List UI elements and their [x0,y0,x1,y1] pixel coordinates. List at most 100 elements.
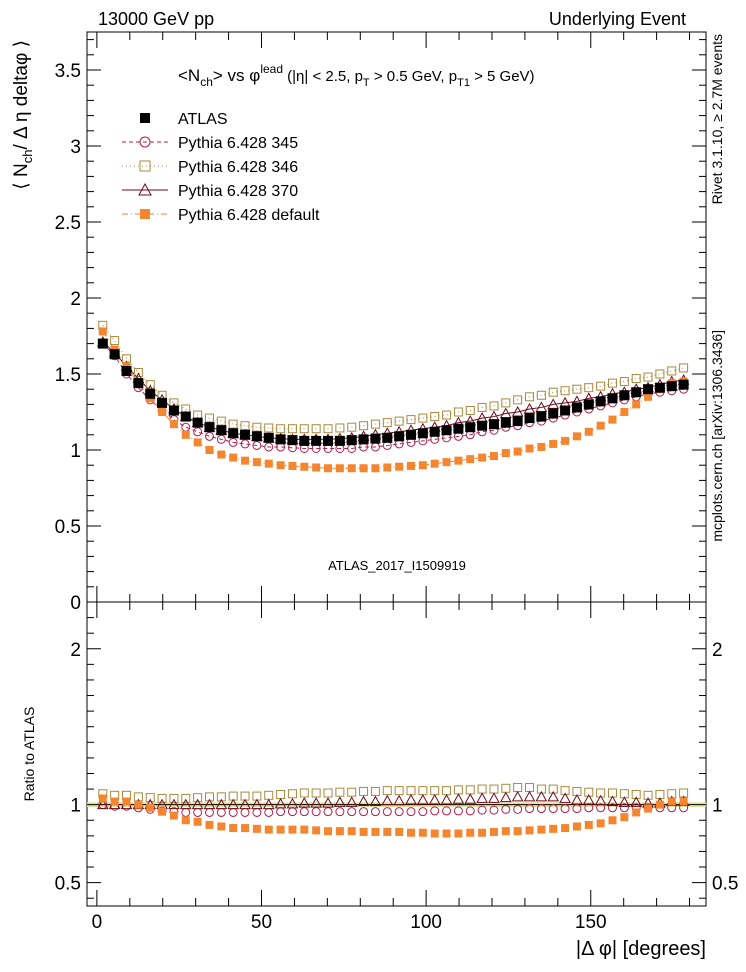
ratio-point-s1 [370,786,380,796]
main-point-s2 [525,392,535,402]
main-point-s2 [276,424,286,434]
ratio-point-s3 [110,797,119,806]
ratio-point-s0 [501,804,511,814]
main-point-s2 [607,378,617,388]
main-point-s2 [453,407,463,417]
main-point-s1 [240,439,250,449]
ratio-point-s2 [381,794,394,806]
main-point-s4 [632,400,641,409]
main-point-s0 [619,390,630,401]
ratio-point-s3 [466,828,475,837]
main-point-s4 [418,461,427,470]
main-point-s0 [441,425,452,436]
main-y-tick-label: 1.5 [55,365,81,386]
main-point-s0 [631,387,642,398]
ratio-point-s1 [453,785,463,795]
main-point-s0 [263,432,274,443]
main-point-s1 [181,422,191,432]
ratio-point-s2 [168,798,180,810]
ratio-point-s0 [299,807,309,817]
x-tick-label: 50 [251,912,272,933]
main-point-s0 [334,435,345,446]
main-point-s1 [216,434,226,444]
ratio-point-s0 [204,807,214,817]
main-point-s4 [158,408,167,416]
main-point-s2 [145,380,155,390]
main-point-s2 [442,410,452,420]
ratio-point-s0 [181,807,191,817]
ratio-point-s2 [262,798,275,810]
main-point-s4 [169,420,178,429]
ratio-point-s1 [584,787,594,797]
ratio-point-s1 [560,786,570,796]
ratio-point-s2 [499,791,512,803]
main-point-s0 [192,417,203,428]
main-point-s4 [466,455,475,464]
main-point-s4 [395,462,404,471]
main-point-s2 [501,398,511,408]
ratio-point-s3 [501,827,510,836]
main-point-s0 [228,428,239,439]
ratio-point-s1 [216,792,226,802]
ratio-point-s2 [345,796,358,807]
main-point-s4 [288,461,297,470]
ratio-point-s2 [428,793,441,805]
header-left: 13000 GeV pp [98,9,214,29]
main-point-s4 [98,327,107,336]
main-point-s3 [547,398,560,409]
main-point-s2 [536,390,546,400]
main-point-s4 [276,461,285,470]
main-point-s0 [666,381,677,392]
ratio-point-s2 [571,793,583,805]
ratio-point-s3 [252,824,261,833]
ratio-point-s3 [620,813,629,822]
main-point-s0 [643,384,654,395]
main-point-s0 [133,378,144,389]
ratio-point-s0 [619,803,629,813]
main-point-s3 [535,401,548,412]
mcplots-label: mcplots.cern.ch [arXiv:1306.3436] [709,330,725,542]
ratio-point-s1 [631,790,641,800]
main-point-s2 [406,415,416,425]
ratio-point-s1 [299,788,309,798]
main-point-s0 [465,422,476,433]
ratio-point-s3 [312,826,321,835]
legend-marker [140,209,150,219]
x-tick-label: 150 [575,912,607,933]
main-point-s0 [560,405,571,416]
main-point-s4 [501,449,510,458]
ratio-point-s1 [536,784,546,794]
main-point-s2 [110,336,120,346]
ratio-y-tick-label: 0.5 [55,874,81,895]
main-point-s2 [679,363,689,373]
ratio-point-s3 [193,817,202,826]
ratio-point-s3 [264,825,273,834]
main-point-s0 [548,408,559,419]
ratio-point-s1 [548,784,558,794]
ratio-point-s1 [145,793,155,803]
series-line-3 [102,341,684,440]
ratio-point-s2 [618,796,631,807]
main-point-s4 [359,464,368,473]
title-part-d: > 0.5 GeV, p [370,68,457,85]
ratio-point-s1 [276,790,286,800]
ratio-point-s3 [430,829,439,838]
main-point-s4 [205,446,214,454]
ratio-point-s0 [287,807,297,817]
main-point-s2 [370,419,380,429]
ratio-point-s2 [476,792,488,803]
ratio-point-s0 [548,804,558,814]
legend-label: ATLAS [178,111,228,128]
plot-title: <Nch> vs φlead (|η| < 2.5, pT > 0.5 GeV,… [178,62,535,89]
main-point-s0 [168,405,179,416]
ratio-point-s3 [561,824,570,833]
ratio-point-s1 [513,783,523,793]
ratio-point-s2 [559,792,571,803]
ratio-point-s0 [193,807,203,817]
ratio-point-s2 [357,795,370,807]
main-point-s1 [228,437,238,447]
main-point-s0 [536,411,547,422]
main-point-s0 [216,425,227,436]
main-point-s0 [275,434,286,445]
